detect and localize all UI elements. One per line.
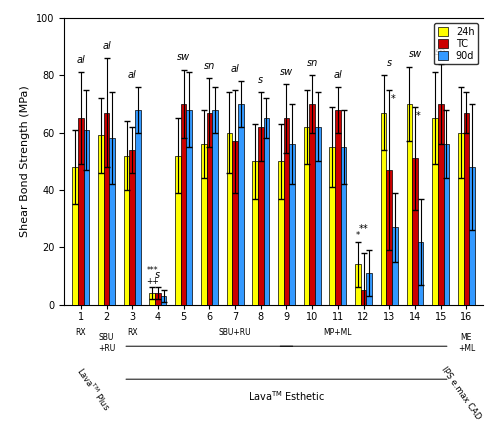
Bar [227, 133, 232, 305]
Bar [341, 147, 347, 305]
Text: IPS e.max CAD: IPS e.max CAD [440, 365, 483, 421]
Text: ME
+ML: ME +ML [458, 333, 475, 353]
Text: Lava$^{\rm TM}$ Esthetic: Lava$^{\rm TM}$ Esthetic [248, 389, 325, 403]
Bar [84, 130, 89, 305]
Text: sw: sw [280, 67, 293, 77]
Bar [444, 144, 449, 305]
Bar [181, 104, 186, 305]
Bar [438, 104, 444, 305]
Bar [361, 290, 366, 305]
Bar [407, 104, 412, 305]
Bar [309, 104, 315, 305]
Text: sw: sw [177, 52, 190, 62]
Bar [232, 141, 238, 305]
Bar [458, 133, 463, 305]
Bar [124, 155, 129, 305]
Text: s: s [258, 75, 263, 85]
Text: al: al [76, 55, 85, 65]
Bar [258, 127, 264, 305]
Bar [463, 112, 469, 305]
Bar [392, 227, 398, 305]
Text: sn: sn [435, 47, 446, 56]
Bar [381, 112, 387, 305]
Text: **: ** [359, 224, 368, 234]
Bar [78, 118, 84, 305]
Bar [129, 150, 135, 305]
Bar [469, 167, 475, 305]
Text: SBU
+RU: SBU +RU [98, 333, 115, 353]
Text: MP+ML: MP+ML [323, 327, 352, 336]
Bar [335, 110, 341, 305]
Text: *: * [390, 94, 395, 104]
Legend: 24h, TC, 90d: 24h, TC, 90d [434, 23, 478, 65]
Text: RX: RX [127, 327, 138, 336]
Bar [418, 241, 423, 305]
Bar [98, 135, 104, 305]
Bar [329, 147, 335, 305]
Bar [355, 264, 361, 305]
Bar [289, 144, 295, 305]
Bar [387, 170, 392, 305]
Bar [207, 112, 212, 305]
Bar [366, 273, 372, 305]
Text: sw: sw [408, 49, 422, 60]
Bar [175, 155, 181, 305]
Text: *: * [416, 111, 421, 121]
Bar [149, 293, 155, 305]
Text: *: * [356, 231, 360, 240]
Text: al: al [128, 69, 137, 80]
Bar [432, 118, 438, 305]
Text: al: al [231, 64, 240, 74]
Bar [264, 118, 269, 305]
Bar [212, 110, 218, 305]
Text: s: s [155, 270, 161, 280]
Text: ***: *** [146, 266, 158, 275]
Text: ++: ++ [146, 277, 159, 286]
Text: SBU+RU: SBU+RU [219, 327, 251, 336]
Bar [278, 161, 283, 305]
Bar [186, 110, 192, 305]
Bar [109, 138, 115, 305]
Bar [155, 293, 161, 305]
Bar [201, 144, 207, 305]
Bar [161, 296, 167, 305]
Bar [304, 127, 309, 305]
Bar [252, 161, 258, 305]
Bar [104, 112, 109, 305]
Y-axis label: Shear Bond Strength (MPa): Shear Bond Strength (MPa) [20, 86, 31, 237]
Text: RX: RX [75, 327, 86, 336]
Text: sn: sn [204, 61, 215, 71]
Bar [135, 110, 141, 305]
Text: al: al [102, 41, 111, 51]
Text: Lava$^{\rm TM}$ Plus: Lava$^{\rm TM}$ Plus [74, 365, 113, 413]
Bar [412, 159, 418, 305]
Bar [315, 127, 320, 305]
Bar [283, 118, 289, 305]
Text: al: al [333, 69, 342, 80]
Text: s: s [387, 58, 392, 68]
Bar [72, 167, 78, 305]
Text: sn: sn [307, 58, 318, 68]
Bar [238, 104, 244, 305]
